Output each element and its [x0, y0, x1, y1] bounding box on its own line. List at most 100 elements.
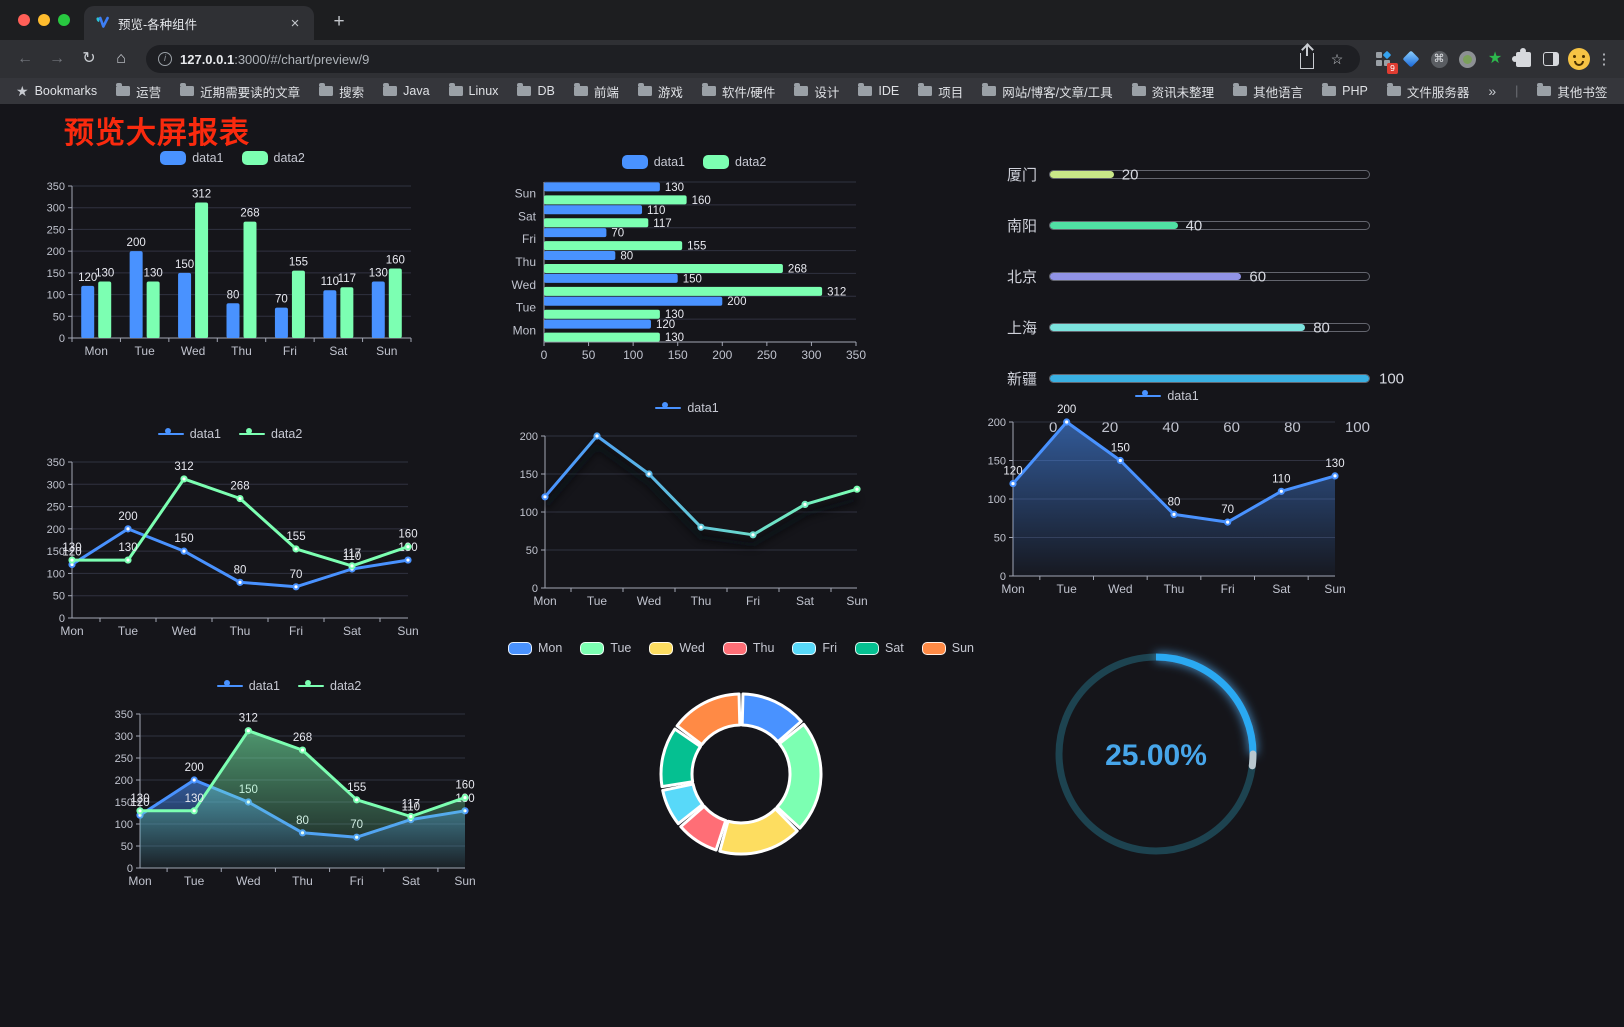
- svg-text:100: 100: [520, 507, 538, 519]
- bookmark-star-icon[interactable]: ☆: [1330, 50, 1344, 67]
- legend-item-Mon[interactable]: Mon: [507, 641, 562, 655]
- legend-item-Fri[interactable]: Fri: [792, 641, 837, 655]
- svg-text:200: 200: [712, 348, 732, 362]
- svg-text:80: 80: [1168, 496, 1181, 508]
- bookmark-item[interactable]: 前端: [573, 82, 619, 101]
- address-bar[interactable]: i 127.0.0.1:3000/#/chart/preview/9 ☆: [146, 45, 1360, 73]
- legend-item-data2[interactable]: data2: [239, 427, 302, 441]
- legend-item-data2[interactable]: data2: [241, 151, 305, 165]
- legend-swatch: [507, 641, 532, 655]
- extension-command-icon[interactable]: ⌘: [1426, 46, 1452, 72]
- extension-star-icon[interactable]: ★: [1487, 50, 1503, 67]
- bookmark-item[interactable]: 资讯未整理: [1131, 82, 1214, 101]
- tab-close-icon[interactable]: ×: [290, 14, 300, 32]
- bookmarks-overflow-icon[interactable]: »: [1488, 83, 1497, 99]
- bookmark-item[interactable]: PHP: [1322, 83, 1368, 98]
- bookmark-item[interactable]: 软件/硬件: [701, 82, 775, 101]
- bookmark-label: 网站/博客/文章/工具: [1002, 85, 1113, 100]
- back-icon[interactable]: ←: [17, 50, 33, 67]
- legend-item-Tue[interactable]: Tue: [580, 641, 631, 655]
- browser-tab[interactable]: 预览-各种组件 ×: [84, 6, 314, 40]
- minimize-window-button[interactable]: [38, 14, 50, 26]
- extension-record-icon[interactable]: [1454, 46, 1480, 72]
- forward-icon[interactable]: →: [49, 50, 65, 67]
- bookmark-label: DB: [537, 84, 555, 98]
- svg-text:Fri: Fri: [289, 624, 303, 638]
- axis-tick-label: 0: [1049, 419, 1058, 436]
- svg-text:Sun: Sun: [515, 186, 536, 200]
- side-panel-icon[interactable]: [1538, 46, 1564, 72]
- chart-horizontal-bar: data1 data2 0 50 100 150 200 250 300 350 Mon 120 130…: [498, 150, 890, 372]
- svg-text:110: 110: [321, 276, 339, 288]
- close-window-button[interactable]: [18, 14, 30, 26]
- bookmarks-bar: ★ Bookmarks 运营 近期需要读的文章 搜索 Java Linux DB 前端 游戏 软…: [0, 78, 1624, 104]
- svg-text:0: 0: [59, 613, 65, 625]
- profile-avatar[interactable]: [1566, 46, 1592, 72]
- legend-item-data1[interactable]: data1: [621, 155, 685, 169]
- extension-grid-icon[interactable]: 9: [1370, 46, 1398, 74]
- folder-icon: [982, 83, 997, 96]
- svg-text:100: 100: [47, 568, 65, 580]
- bookmark-item[interactable]: 项目: [918, 82, 963, 101]
- chart-area-line: data1 0 50 100 150 200 Mon Tue Wed Thu Fri Sat Sun 12…: [983, 384, 1351, 608]
- legend-item-data2[interactable]: data2: [298, 679, 361, 693]
- svg-text:350: 350: [115, 709, 133, 721]
- bookmark-item[interactable]: 网站/博客/文章/工具: [982, 82, 1113, 101]
- new-tab-button[interactable]: +: [333, 11, 345, 32]
- extension-gem-icon[interactable]: [1398, 46, 1424, 72]
- legend-item-Thu[interactable]: Thu: [722, 641, 774, 655]
- legend-item-data2[interactable]: data2: [703, 155, 766, 169]
- svg-text:110: 110: [1272, 473, 1290, 485]
- site-info-icon[interactable]: i: [158, 52, 172, 66]
- bookmark-item[interactable]: DB: [517, 83, 555, 98]
- url-text[interactable]: 127.0.0.1:3000/#/chart/preview/9: [180, 52, 369, 67]
- svg-text:130: 130: [665, 332, 684, 344]
- legend-item-data1[interactable]: data1: [1135, 389, 1199, 403]
- bookmarks-root[interactable]: ★ Bookmarks: [16, 83, 97, 100]
- menu-kebab-icon[interactable]: ⋮: [1596, 51, 1612, 68]
- progress-value: 20: [1121, 166, 1139, 183]
- legend-item-Sun[interactable]: Sun: [921, 641, 974, 655]
- bookmark-item[interactable]: IDE: [858, 83, 899, 98]
- svg-text:350: 350: [47, 181, 65, 193]
- reload-icon[interactable]: ↻: [82, 50, 96, 67]
- legend-item-Wed[interactable]: Wed: [649, 641, 705, 655]
- progress-track: 100: [1049, 370, 1404, 387]
- legend-label: Tue: [610, 641, 632, 655]
- legend-item-data1[interactable]: data1: [216, 679, 280, 693]
- svg-text:Thu: Thu: [1164, 582, 1185, 596]
- bookmark-item[interactable]: 游戏: [637, 82, 683, 101]
- extensions-puzzle-icon[interactable]: [1510, 46, 1536, 72]
- maximize-window-button[interactable]: [58, 14, 70, 26]
- bookmark-label: 其他语言: [1253, 85, 1304, 100]
- svg-text:160: 160: [455, 780, 474, 792]
- svg-text:117: 117: [338, 273, 356, 285]
- legend-label: data1: [653, 155, 685, 169]
- bookmark-label: 运营: [136, 85, 162, 100]
- other-bookmarks[interactable]: 其他书签: [1537, 82, 1607, 101]
- legend-swatch: [216, 680, 243, 692]
- bookmark-item[interactable]: Java: [383, 83, 430, 98]
- bookmark-item[interactable]: 文件服务器: [1386, 82, 1469, 101]
- share-icon[interactable]: [1300, 46, 1314, 69]
- bookmarks-root-label: Bookmarks: [34, 84, 98, 98]
- bookmark-item[interactable]: 近期需要读的文章: [180, 82, 300, 101]
- legend-item-Sat[interactable]: Sat: [855, 641, 904, 655]
- home-icon[interactable]: ⌂: [116, 50, 126, 67]
- bookmark-item[interactable]: Linux: [448, 83, 498, 98]
- legend-label: data1: [248, 679, 280, 693]
- legend-item-data1[interactable]: data1: [655, 401, 719, 415]
- svg-text:0: 0: [532, 583, 538, 595]
- legend-swatch: [160, 151, 187, 165]
- svg-text:Mon: Mon: [85, 344, 108, 358]
- legend-item-data1[interactable]: data1: [160, 151, 224, 165]
- legend-item-data1[interactable]: data1: [157, 427, 221, 441]
- svg-text:Sat: Sat: [1272, 582, 1291, 596]
- folder-icon: [116, 83, 131, 96]
- bookmark-item[interactable]: 搜索: [319, 82, 364, 101]
- bookmark-item[interactable]: 运营: [116, 82, 161, 101]
- bookmark-item[interactable]: 设计: [794, 82, 839, 101]
- svg-text:130: 130: [62, 542, 81, 554]
- bookmark-item[interactable]: 其他语言: [1233, 82, 1303, 101]
